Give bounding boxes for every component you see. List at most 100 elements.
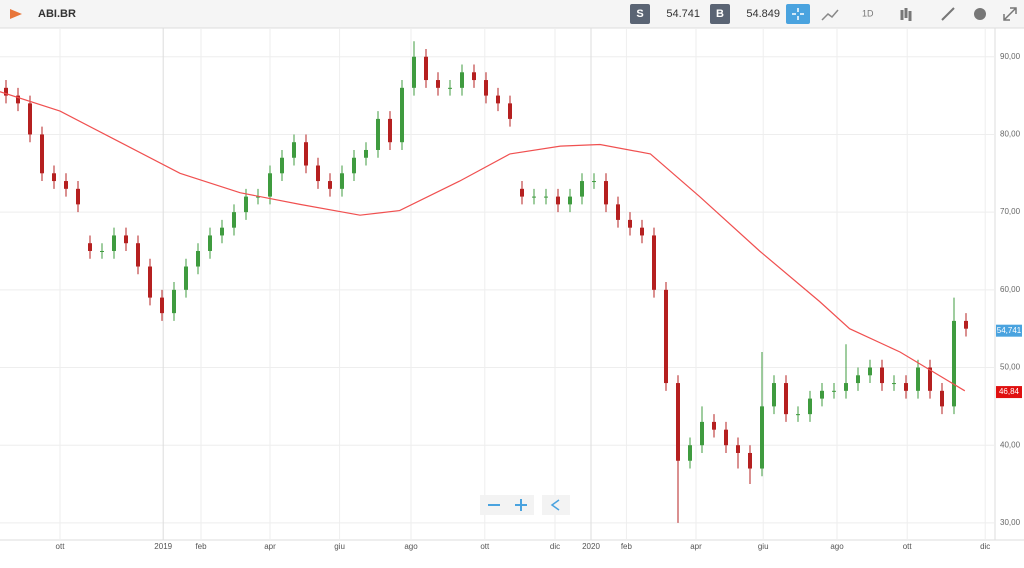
flag-icon <box>10 9 22 19</box>
candle-body <box>544 196 548 198</box>
x-tick-label: feb <box>195 542 207 551</box>
y-tick-label: 90,00 <box>1000 52 1021 61</box>
x-tick-label: ott <box>56 542 66 551</box>
y-tick-label: 80,00 <box>1000 130 1021 139</box>
candle-body <box>496 95 500 104</box>
draw-icon[interactable] <box>941 7 955 21</box>
candle-body <box>964 320 968 329</box>
interval[interactable]: 1D <box>862 8 874 18</box>
symbol: ABI.BR <box>38 8 76 20</box>
candle-body <box>244 196 248 213</box>
candle-body <box>4 87 8 96</box>
buy-button[interactable] <box>710 4 730 24</box>
candle-body <box>40 134 44 174</box>
candles-icon[interactable] <box>900 8 912 21</box>
candle-body <box>484 80 488 96</box>
candle-body <box>604 181 608 205</box>
candle-body <box>628 219 632 228</box>
candle-body <box>952 320 956 407</box>
candle-body <box>856 375 860 384</box>
candle-body <box>844 383 848 391</box>
candle-body <box>136 243 140 267</box>
candle-body <box>388 118 392 143</box>
y-tick-label: 70,00 <box>1000 207 1021 216</box>
crosshair-button[interactable] <box>786 4 810 24</box>
candle-body <box>184 266 188 290</box>
candle-body <box>760 406 764 469</box>
candle-body <box>232 212 236 228</box>
candle-body <box>400 87 404 143</box>
candle-body <box>916 367 920 391</box>
share-button[interactable] <box>542 495 570 515</box>
y-tick-label: 60,00 <box>1000 285 1021 294</box>
candle-body <box>352 157 356 174</box>
price-tag-label: 46,84 <box>999 387 1020 396</box>
buy-label: B <box>716 8 724 20</box>
candle-body <box>112 235 116 251</box>
x-tick-label: apr <box>264 542 276 551</box>
candle-body <box>568 196 572 205</box>
candle-body <box>256 196 260 198</box>
candle-body <box>940 390 944 407</box>
candle-body <box>172 289 176 314</box>
x-tick-label: giu <box>758 542 769 551</box>
x-tick-label: feb <box>621 542 633 551</box>
x-tick-label: 2019 <box>154 542 172 551</box>
price-tag <box>996 386 1022 399</box>
candle-body <box>28 103 32 135</box>
candle-body <box>88 243 92 251</box>
candle-body <box>304 142 308 166</box>
candle-body <box>448 87 452 89</box>
candle-body <box>904 383 908 391</box>
x-tick-label: ott <box>480 542 490 551</box>
candle-body <box>784 383 788 415</box>
candle-body <box>772 383 776 407</box>
y-tick-label: 40,00 <box>1000 440 1021 449</box>
price-tag-label: 54,741 <box>997 326 1022 335</box>
moving-average <box>0 91 966 392</box>
candle-body <box>148 266 152 298</box>
fullscreen-icon[interactable] <box>1003 7 1017 21</box>
candle-body <box>160 297 164 314</box>
x-tick-label: ago <box>830 542 844 551</box>
candle-body <box>316 165 320 182</box>
candle-body <box>268 173 272 197</box>
price-tag <box>996 324 1022 337</box>
plot: 30,00 40,00 50,00 60,00 70,00 80,00 90,00 ott 20… <box>0 28 1022 551</box>
candle-body <box>220 227 224 236</box>
candle-body <box>832 390 836 392</box>
x-tick-label: ago <box>404 542 418 551</box>
candle-body <box>652 235 656 290</box>
candle-body <box>820 390 824 399</box>
candle-body <box>616 204 620 220</box>
candle-body <box>928 367 932 391</box>
candle-body <box>640 227 644 236</box>
chart-type-icon[interactable] <box>821 9 839 21</box>
settings-icon[interactable] <box>974 8 986 20</box>
candle-body <box>532 196 536 198</box>
x-tick-label: dic <box>550 542 560 551</box>
candle-body <box>520 188 524 197</box>
buy-price: 54.849 <box>746 8 780 20</box>
x-tick-label: giu <box>334 542 345 551</box>
share-icon <box>550 499 560 511</box>
candle-body <box>688 445 692 461</box>
crosshair-icon <box>792 8 804 20</box>
candle-body <box>880 367 884 384</box>
sell-button[interactable] <box>630 4 650 24</box>
candle-body <box>556 196 560 205</box>
candle-body <box>364 149 368 158</box>
candle-body <box>100 250 104 252</box>
candle-body <box>376 118 380 150</box>
candle-body <box>580 181 584 197</box>
candle-body <box>664 289 668 384</box>
x-tick-label: apr <box>690 542 702 551</box>
candle-body <box>736 445 740 453</box>
candle-body <box>436 80 440 88</box>
candle-body <box>796 414 800 416</box>
candle-body <box>124 235 128 244</box>
y-tick-label: 30,00 <box>1000 518 1021 527</box>
x-tick-label: ott <box>903 542 913 551</box>
candle-body <box>196 250 200 267</box>
